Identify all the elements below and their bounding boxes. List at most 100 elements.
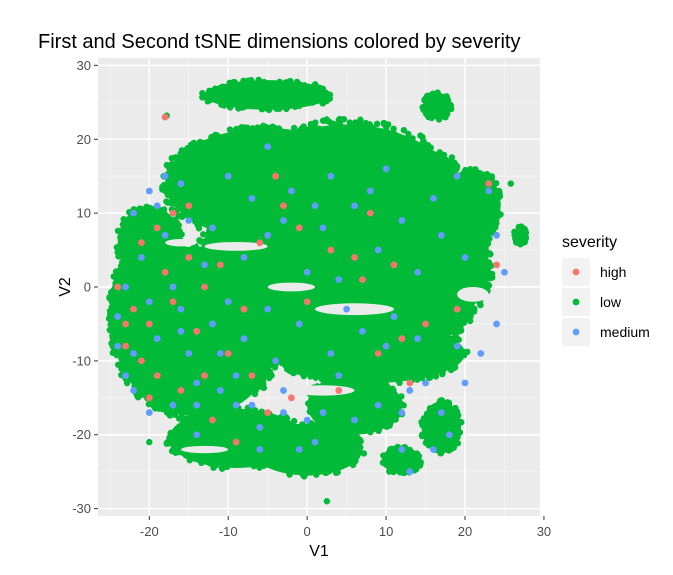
point-low [384,320,391,327]
point-low [176,165,184,172]
point-low [375,321,382,328]
point-low [364,378,372,385]
point-medium [461,379,469,387]
point-low [212,131,219,139]
point-low [248,337,255,345]
point-low [277,351,284,358]
point-low [378,378,385,385]
point-low [390,125,397,132]
point-low [344,431,352,439]
point-low [284,352,292,359]
point-low [331,130,338,138]
point-low [118,240,125,247]
point-low [429,90,437,97]
point-low [416,161,424,169]
point-low [151,311,159,318]
point-low [361,168,369,176]
legend-swatch-low [572,298,580,306]
point-low [360,450,368,457]
point-low [400,126,408,134]
point-low [394,376,402,384]
point-low [244,227,251,234]
point-high [153,372,161,380]
point-low [383,123,390,131]
point-low [398,393,405,400]
point-low [185,419,192,426]
point-low [463,261,470,269]
point-low [201,270,208,278]
point-low [442,180,450,188]
point-medium [193,401,201,409]
point-medium [398,217,406,224]
point-low [230,307,237,315]
point-medium [311,202,319,210]
point-low [421,158,428,165]
point-low [254,439,261,446]
point-medium [114,313,122,320]
point-medium [153,335,161,343]
point-medium [224,172,232,180]
point-low [212,86,220,94]
y-axis-title: V2 [57,277,74,297]
point-low [255,351,263,358]
point-medium [445,431,453,439]
y-tick-label: -10 [72,353,91,368]
point-low [406,323,413,330]
point-medium [216,387,224,394]
point-medium [406,468,414,476]
point-low [416,373,423,380]
legend-swatch-high [572,268,580,276]
point-medium [280,409,287,416]
point-medium [366,187,374,195]
point-low [433,334,441,341]
point-high [327,246,335,254]
point-low [232,390,239,398]
point-high [240,305,248,313]
point-low [439,368,446,376]
point-low [466,312,474,320]
point-high [122,342,130,350]
point-high [485,180,493,187]
point-low [172,154,179,161]
point-low [262,353,270,360]
point-low [434,364,441,372]
point-low [160,206,168,213]
point-high [216,261,224,269]
point-medium [414,268,422,276]
point-high [493,261,500,269]
point-low [294,368,302,375]
point-low [445,311,452,319]
point-low [368,324,376,332]
point-low [340,129,347,136]
point-low [127,259,135,266]
point-low [172,449,179,456]
point-medium [453,172,461,180]
point-low [473,233,480,241]
point-medium [359,327,366,335]
point-medium [185,350,193,357]
point-low [154,398,161,405]
point-low [380,452,387,459]
point-low [447,445,455,453]
point-low [421,140,428,147]
point-low [120,262,128,270]
point-low [295,337,302,344]
point-low [396,320,403,328]
point-low [426,166,433,173]
point-low [255,76,262,84]
point-low [265,237,272,245]
point-medium [216,350,224,357]
point-high [145,394,153,402]
point-low [331,466,338,473]
point-low [227,322,234,329]
point-low [258,106,266,113]
point-medium [303,268,311,276]
point-high [303,298,311,306]
point-low [309,409,317,416]
point-low [439,317,447,324]
point-low [450,360,457,367]
point-low [110,273,117,280]
point-low [452,315,460,322]
point-low [365,179,372,187]
point-high [169,298,177,306]
